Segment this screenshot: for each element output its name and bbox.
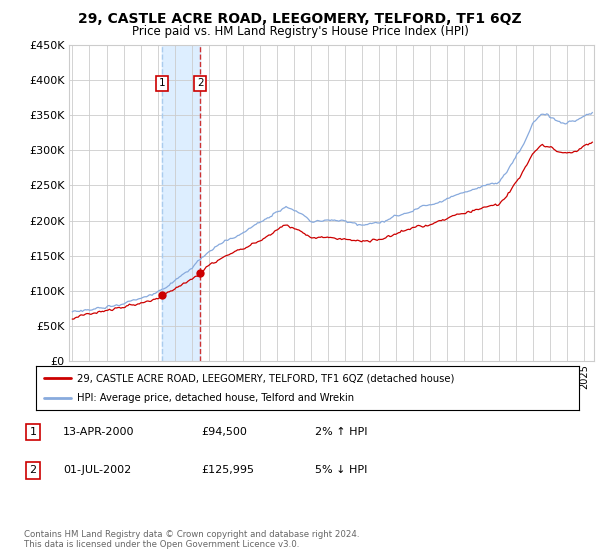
Text: 5% ↓ HPI: 5% ↓ HPI bbox=[315, 465, 367, 475]
Text: 1: 1 bbox=[159, 78, 166, 88]
Text: 2: 2 bbox=[29, 465, 37, 475]
Text: 29, CASTLE ACRE ROAD, LEEGOMERY, TELFORD, TF1 6QZ (detached house): 29, CASTLE ACRE ROAD, LEEGOMERY, TELFORD… bbox=[77, 373, 454, 383]
Text: Price paid vs. HM Land Registry's House Price Index (HPI): Price paid vs. HM Land Registry's House … bbox=[131, 25, 469, 38]
Text: £125,995: £125,995 bbox=[201, 465, 254, 475]
Text: HPI: Average price, detached house, Telford and Wrekin: HPI: Average price, detached house, Telf… bbox=[77, 393, 354, 403]
Text: Contains HM Land Registry data © Crown copyright and database right 2024.: Contains HM Land Registry data © Crown c… bbox=[24, 530, 359, 539]
Text: 29, CASTLE ACRE ROAD, LEEGOMERY, TELFORD, TF1 6QZ: 29, CASTLE ACRE ROAD, LEEGOMERY, TELFORD… bbox=[78, 12, 522, 26]
Text: 2% ↑ HPI: 2% ↑ HPI bbox=[315, 427, 367, 437]
Text: £94,500: £94,500 bbox=[201, 427, 247, 437]
Bar bbox=[163, 45, 200, 361]
Text: 01-JUL-2002: 01-JUL-2002 bbox=[63, 465, 131, 475]
Text: 2: 2 bbox=[197, 78, 203, 88]
Text: This data is licensed under the Open Government Licence v3.0.: This data is licensed under the Open Gov… bbox=[24, 540, 299, 549]
Text: 13-APR-2000: 13-APR-2000 bbox=[63, 427, 134, 437]
Text: 1: 1 bbox=[29, 427, 37, 437]
